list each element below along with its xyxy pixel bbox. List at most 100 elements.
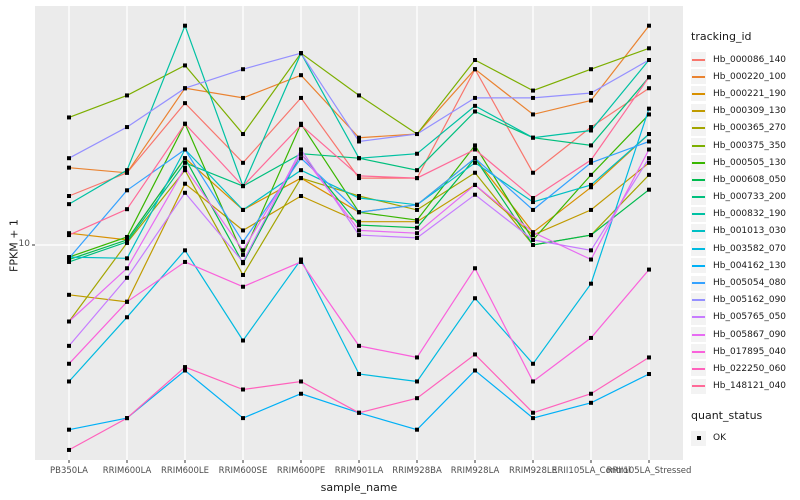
data-point-Hb_005867_090: [531, 230, 535, 235]
data-point-Hb_005765_050: [647, 156, 651, 161]
data-point-Hb_017895_040: [125, 299, 129, 304]
legend-key: [691, 292, 706, 308]
legend-key: [691, 172, 706, 188]
data-point-Hb_005765_050: [241, 259, 245, 264]
legend-item-label: Hb_000608_050: [713, 174, 787, 185]
quant-legend-item: OK: [691, 430, 799, 447]
data-point-Hb_000832_190: [589, 128, 593, 133]
data-point-Hb_148121_040: [183, 121, 187, 126]
legend-item-Hb_001013_030: Hb_001013_030: [691, 223, 799, 240]
data-point-Hb_148121_040: [67, 233, 71, 238]
legend-item-label: Hb_003582_070: [713, 243, 787, 254]
x-tick-label: RRII105LA_Control: [552, 466, 631, 476]
legend-item-Hb_000309_130: Hb_000309_130: [691, 103, 799, 120]
x-tick-label: PB350LA: [50, 466, 88, 476]
data-point-Hb_000309_130: [241, 228, 245, 233]
legend-item-label: Hb_000365_270: [713, 123, 787, 134]
data-point-Hb_148121_040: [125, 207, 129, 212]
data-point-Hb_017895_040: [531, 379, 535, 384]
legend-key: [691, 138, 706, 154]
x-tick-label: RRIM928BA: [392, 466, 442, 476]
data-point-Hb_017895_040: [299, 259, 303, 264]
data-point-Hb_001013_030: [125, 256, 129, 261]
data-point-Hb_003582_070: [531, 361, 535, 366]
data-point-Hb_000220_100: [125, 170, 129, 175]
data-point-Hb_004162_130: [531, 416, 535, 421]
data-point-Hb_001013_030: [589, 182, 593, 187]
legend-key: [691, 241, 706, 257]
data-point-Hb_000375_350: [357, 93, 361, 98]
legend-key: [691, 275, 706, 291]
data-point-Hb_017895_040: [241, 284, 245, 289]
data-point-Hb_000375_350: [589, 67, 593, 72]
data-point-Hb_000086_140: [647, 86, 651, 91]
data-point-Hb_148121_040: [415, 176, 419, 181]
data-point-Hb_005054_080: [473, 156, 477, 161]
data-point-Hb_005054_080: [183, 147, 187, 152]
x-tick-label: RRIM600PE: [277, 466, 325, 476]
data-point-Hb_003582_070: [647, 106, 651, 111]
legend-item-Hb_148121_040: Hb_148121_040: [691, 378, 799, 395]
data-point-Hb_003582_070: [415, 379, 419, 384]
data-point-Hb_004162_130: [67, 427, 71, 432]
data-point-Hb_000220_100: [473, 67, 477, 72]
data-point-Hb_005765_050: [67, 343, 71, 348]
data-point-Hb_022250_060: [67, 447, 71, 452]
data-point-Hb_005765_050: [299, 147, 303, 152]
data-point-Hb_000086_140: [531, 170, 535, 175]
legend-item-Hb_004162_130: Hb_004162_130: [691, 257, 799, 274]
data-point-Hb_000608_050: [357, 223, 361, 228]
data-point-Hb_148121_040: [357, 173, 361, 178]
data-point-Hb_005867_090: [241, 248, 245, 253]
data-point-Hb_000309_130: [67, 292, 71, 297]
legend-item-Hb_000086_140: Hb_000086_140: [691, 51, 799, 68]
data-point-Hb_005162_090: [415, 132, 419, 137]
data-point-Hb_005867_090: [183, 165, 187, 170]
data-point-Hb_000505_130: [415, 218, 419, 223]
x-tick-label: RRII105LA_Stressed: [607, 466, 692, 476]
data-point-Hb_000309_130: [531, 233, 535, 238]
data-point-Hb_022250_060: [415, 396, 419, 401]
legend-key: [691, 309, 706, 325]
data-point-Hb_000309_130: [299, 194, 303, 199]
data-point-Hb_005162_090: [473, 95, 477, 100]
data-point-Hb_000220_100: [67, 165, 71, 170]
data-point-Hb_148121_040: [473, 147, 477, 152]
legend-key: [691, 327, 706, 343]
data-point-Hb_000309_130: [357, 219, 361, 224]
data-point-Hb_000733_200: [67, 259, 71, 264]
data-point-Hb_005162_090: [647, 57, 651, 62]
data-point-Hb_004162_130: [647, 372, 651, 377]
data-point-Hb_001013_030: [241, 207, 245, 212]
legend-item-Hb_003582_070: Hb_003582_070: [691, 240, 799, 257]
legend-item-Hb_000221_190: Hb_000221_190: [691, 85, 799, 102]
data-point-Hb_000832_190: [531, 135, 535, 140]
data-point-Hb_005162_090: [357, 139, 361, 144]
quant-legend-title: quant_status: [691, 408, 763, 422]
line-swatch-icon: [692, 161, 705, 164]
data-point-Hb_148121_040: [589, 158, 593, 163]
data-point-Hb_017895_040: [647, 267, 651, 272]
data-point-Hb_005054_080: [647, 139, 651, 144]
data-point-Hb_000086_140: [183, 101, 187, 106]
line-swatch-icon: [692, 178, 705, 181]
legend-key: [691, 120, 706, 136]
data-point-Hb_000608_050: [531, 243, 535, 247]
legend-item-Hb_005867_090: Hb_005867_090: [691, 326, 799, 343]
data-point-Hb_003582_070: [241, 338, 245, 343]
data-point-Hb_004162_130: [415, 427, 419, 432]
tracking-legend-items: Hb_000086_140 Hb_000220_100 Hb_000221_190 H…: [691, 51, 799, 395]
data-point-Hb_005765_050: [125, 275, 129, 280]
legend-item-Hb_000505_130: Hb_000505_130: [691, 154, 799, 171]
line-swatch-icon: [692, 92, 705, 95]
data-point-Hb_148121_040: [531, 195, 535, 200]
data-point-Hb_000375_350: [647, 46, 651, 51]
data-point-Hb_000608_050: [183, 156, 187, 161]
data-point-Hb_000365_270: [415, 207, 419, 212]
data-point-Hb_004162_130: [589, 400, 593, 405]
data-point-Hb_000375_350: [125, 93, 129, 98]
x-tick-label: RRIM928LA: [451, 466, 500, 476]
data-point-Hb_000365_270: [241, 272, 245, 277]
data-point-Hb_003582_070: [473, 296, 477, 301]
